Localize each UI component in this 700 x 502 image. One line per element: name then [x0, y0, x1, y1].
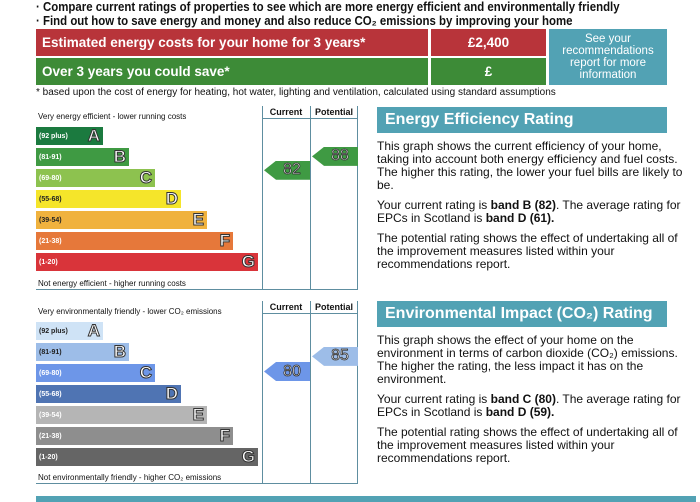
- band-c: (69-80) C: [36, 168, 155, 187]
- band-f: (21-38) F: [36, 231, 233, 250]
- band-e: (39-54) E: [36, 405, 207, 424]
- current-rating-arrow: 80: [264, 362, 310, 381]
- env-panel-p2: Your current rating is band C (80). The …: [377, 392, 681, 419]
- band-range: (1-20): [39, 258, 58, 266]
- energy-panel-p2: Your current rating is band B (82). The …: [377, 198, 681, 225]
- band-a: (92 plus) A: [36, 321, 103, 340]
- band-range: (39-54): [39, 216, 62, 224]
- band-c: (69-80) C: [36, 363, 155, 382]
- band-range: (21-38): [39, 432, 62, 440]
- energy-panel-title: Energy Efficiency Rating: [377, 107, 667, 133]
- band-range: (81-91): [39, 348, 62, 356]
- next-section-header: [36, 496, 696, 502]
- environmental-impact-chart: Current Potential Very environmentally fri…: [36, 301, 358, 484]
- savings-label: Over 3 years you could save*: [36, 58, 428, 85]
- potential-column-divider: [310, 301, 311, 483]
- band-range: (21-38): [39, 237, 62, 245]
- band-e: (39-54) E: [36, 210, 207, 229]
- band-f: (21-38) F: [36, 426, 233, 445]
- right-divider: [357, 106, 358, 289]
- band-letter: B: [113, 147, 126, 166]
- recommendations-note[interactable]: See your recommendations report for more…: [549, 29, 667, 85]
- env-panel-p3: The potential rating shows the effect of…: [377, 425, 678, 465]
- right-divider: [357, 301, 358, 483]
- band-letter: D: [165, 384, 178, 403]
- band-range: (55-68): [39, 195, 62, 203]
- band-letter: D: [165, 189, 178, 208]
- band-range: (81-91): [39, 153, 62, 161]
- band-letter: A: [87, 126, 100, 145]
- env-panel: Environmental Impact (CO₂) Rating This g…: [377, 301, 697, 465]
- energy-panel: Energy Efficiency Rating This graph show…: [377, 107, 697, 271]
- intro-bullet-2: · Find out how to save energy and money …: [36, 13, 573, 28]
- band-letter: G: [241, 447, 255, 466]
- band-range: (69-80): [39, 174, 62, 182]
- potential-header: Potential: [310, 302, 358, 314]
- band-letter: A: [87, 321, 100, 340]
- band-d: (55-68) D: [36, 384, 181, 403]
- energy-panel-p3: The potential rating shows the effect of…: [377, 231, 678, 271]
- band-letter: E: [192, 405, 204, 424]
- band-range: (69-80): [39, 369, 62, 377]
- top-caption: Very energy efficient - lower running co…: [38, 112, 187, 121]
- bullet-text: Find out how to save energy and money an…: [42, 13, 573, 28]
- current-header: Current: [262, 302, 310, 314]
- energy-panel-p1: This graph shows the current efficiency …: [377, 139, 683, 192]
- bullet-text: Compare current ratings of properties to…: [42, 0, 620, 14]
- energy-cost-label: Estimated energy costs for your home for…: [36, 29, 428, 56]
- env-panel-title: Environmental Impact (CO₂) Rating: [377, 301, 667, 327]
- band-range: (1-20): [39, 453, 58, 461]
- band-g: (1-20) G: [36, 447, 258, 466]
- savings-value: £: [431, 58, 546, 85]
- band-letter: F: [219, 426, 230, 445]
- potential-rating-arrow: 88: [312, 146, 358, 166]
- intro-bullet-1: · Compare current ratings of properties …: [36, 0, 620, 14]
- potential-rating-arrow: 85: [312, 346, 358, 366]
- current-header: Current: [262, 107, 310, 119]
- band-letter: C: [139, 168, 152, 187]
- band-range: (92 plus): [39, 132, 68, 140]
- band-letter: E: [192, 210, 204, 229]
- band-b: (81-91) B: [36, 147, 129, 166]
- top-caption: Very environmentally friendly - lower CO…: [38, 307, 222, 316]
- bottom-caption: Not environmentally friendly - higher CO…: [38, 473, 222, 482]
- band-range: (92 plus): [39, 327, 68, 335]
- band-g: (1-20) G: [36, 252, 258, 271]
- band-range: (55-68): [39, 390, 62, 398]
- band-b: (81-91) B: [36, 342, 129, 361]
- band-letter: C: [139, 363, 152, 382]
- potential-header: Potential: [310, 107, 358, 119]
- current-column-divider: [262, 106, 263, 289]
- current-rating-arrow: 82: [264, 160, 310, 180]
- footnote: * based upon the cost of energy for heat…: [36, 87, 556, 98]
- band-d: (55-68) D: [36, 189, 181, 208]
- energy-efficiency-chart: Current Potential Very energy efficient - …: [36, 106, 358, 290]
- current-column-divider: [262, 301, 263, 483]
- band-range: (39-54): [39, 411, 62, 419]
- energy-cost-value: £2,400: [431, 29, 546, 56]
- band-letter: G: [241, 252, 255, 271]
- band-letter: F: [219, 231, 230, 250]
- band-letter: B: [113, 342, 126, 361]
- band-a: (92 plus) A: [36, 126, 103, 145]
- bottom-caption: Not energy efficient - higher running co…: [38, 279, 186, 288]
- potential-column-divider: [310, 106, 311, 289]
- env-panel-p1: This graph shows the effect of your home…: [377, 333, 678, 386]
